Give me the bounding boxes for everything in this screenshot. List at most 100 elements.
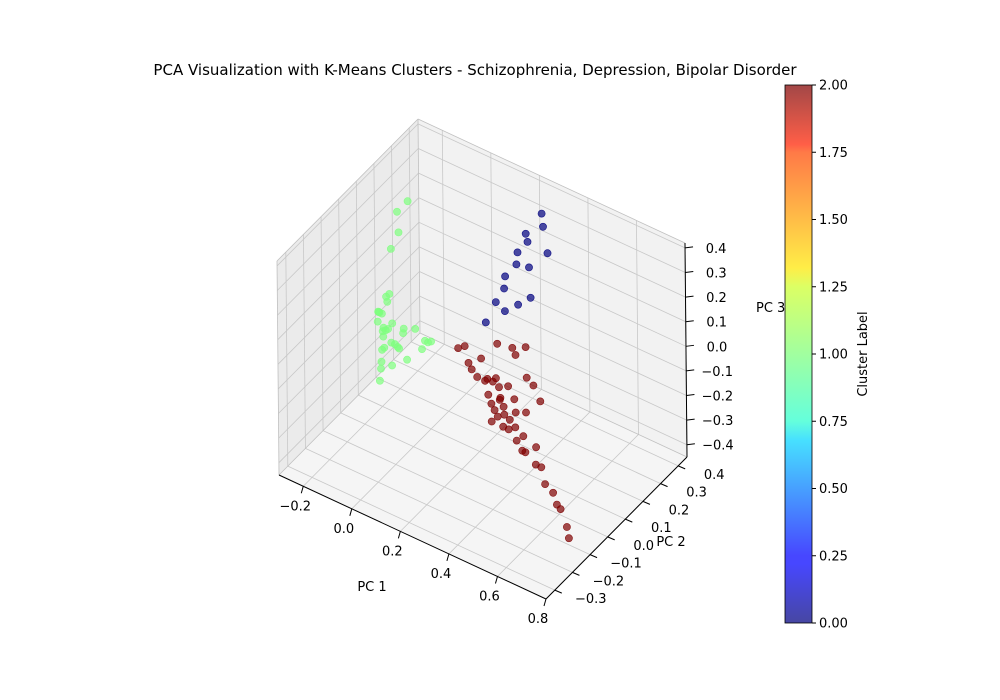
cluster-2-point <box>481 376 489 385</box>
grid-line <box>340 412 608 538</box>
cluster-0-point <box>537 209 546 218</box>
cluster-1-point <box>394 228 403 237</box>
z-tick-label: 0.4 <box>706 242 727 257</box>
cluster-2-point <box>484 390 493 399</box>
cluster-0-point <box>525 263 533 272</box>
cluster-0-point <box>539 222 547 231</box>
pane-edge <box>419 332 688 458</box>
cluster-0-point <box>491 298 500 306</box>
x-tick-label: 0.6 <box>479 589 500 604</box>
y-tick <box>625 518 633 523</box>
colorbar-tick-label: 1.50 <box>819 213 848 228</box>
y-axis-line <box>545 456 688 600</box>
z-tick-label: −0.3 <box>702 414 734 429</box>
grid-line <box>418 221 687 347</box>
y-tick <box>642 500 651 505</box>
y-tick-label: −0.2 <box>593 574 625 589</box>
cluster-2-point <box>504 382 512 391</box>
pane-edge <box>278 332 421 476</box>
cluster-1-point <box>388 319 397 328</box>
colorbar-tick-label: 0.25 <box>819 549 848 564</box>
grid-line <box>358 394 626 520</box>
cluster-2-point <box>499 402 508 411</box>
grid-line <box>418 172 686 298</box>
grid-line <box>417 123 686 249</box>
cluster-1-point <box>390 340 399 349</box>
grid-line <box>322 430 591 555</box>
y-tick-label: 0.0 <box>633 539 654 554</box>
cluster-1-point <box>378 345 386 354</box>
grid-line <box>338 198 342 413</box>
grid-line <box>285 252 289 467</box>
grid-line <box>320 216 324 431</box>
z-tick <box>684 246 694 249</box>
grid-line <box>497 434 639 577</box>
cluster-1-point <box>377 364 385 373</box>
axes-3d: −0.2 0.0 0.2 0.4 0.6 0.8 −0.3 −0.2 −0.1 0.0 0.1 0.2… <box>276 118 734 627</box>
pane-edge <box>276 260 280 476</box>
grid-line <box>287 465 555 591</box>
chart-title: PCA Visualization with K-Means Clusters … <box>153 61 797 79</box>
y-tick <box>660 483 668 488</box>
x-tick <box>543 598 547 607</box>
pane-edge <box>276 118 419 262</box>
cluster-0-point <box>513 248 522 257</box>
z-tick <box>685 295 694 298</box>
back-pane <box>418 119 687 457</box>
pane-edge <box>417 118 686 244</box>
cluster-1-point <box>375 376 384 385</box>
cluster-1-point <box>377 309 386 318</box>
y-tick-label: 0.2 <box>669 503 690 518</box>
cluster-0-point <box>526 293 535 302</box>
cluster-2-point <box>521 448 530 457</box>
cluster-1-point <box>427 337 435 346</box>
grid-line <box>490 152 494 367</box>
colorbar-tick-label: 0.50 <box>819 482 848 497</box>
colorbar-tick-label: 1.75 <box>819 146 848 161</box>
y-tick-label: 0.3 <box>686 486 707 501</box>
grid-line <box>351 366 494 510</box>
cluster-2-point <box>508 343 517 352</box>
y-tick <box>607 536 615 541</box>
cluster-2-point <box>504 425 513 434</box>
y-tick-label: −0.3 <box>575 592 607 607</box>
cluster-2-point <box>464 358 473 367</box>
grid-line <box>448 411 591 555</box>
grid-line <box>302 343 445 487</box>
colorbar-tick-label: 0.75 <box>819 415 848 430</box>
cluster-2-point <box>490 406 499 414</box>
grid-line <box>411 341 679 467</box>
z-tick-label: 0.3 <box>706 267 727 282</box>
floor-pane <box>279 333 687 599</box>
grid-line <box>355 181 359 396</box>
cluster-1-point <box>388 361 396 370</box>
x-tick <box>300 486 304 494</box>
cluster-2-point <box>505 415 514 424</box>
grid-line <box>276 148 419 291</box>
grid-line <box>276 123 419 267</box>
cluster-2-point <box>473 373 482 381</box>
y-tick <box>677 465 686 470</box>
cluster-0-point <box>512 260 521 269</box>
x-tick <box>494 576 498 584</box>
grid-line <box>408 127 412 342</box>
colorbar-label: Cluster Label <box>856 311 871 396</box>
y-tick-label: 0.1 <box>651 521 672 536</box>
grid-line <box>419 295 687 421</box>
cluster-2-point <box>532 443 540 452</box>
cluster-2-point <box>477 354 485 363</box>
cluster-2-point <box>522 373 531 382</box>
cluster-2-point <box>467 365 476 374</box>
z-tick-label: −0.1 <box>701 365 733 380</box>
x-tick-label: −0.2 <box>279 499 311 514</box>
y-tick-label: −0.1 <box>610 557 642 572</box>
x-tick <box>397 531 401 539</box>
cluster-2-point <box>495 383 503 392</box>
grid-line <box>277 222 420 365</box>
cluster-2-point <box>565 534 573 543</box>
grid-line <box>375 377 644 502</box>
cluster-1-point <box>377 357 386 366</box>
z-tick <box>686 394 695 397</box>
cluster-2-point <box>556 505 565 513</box>
